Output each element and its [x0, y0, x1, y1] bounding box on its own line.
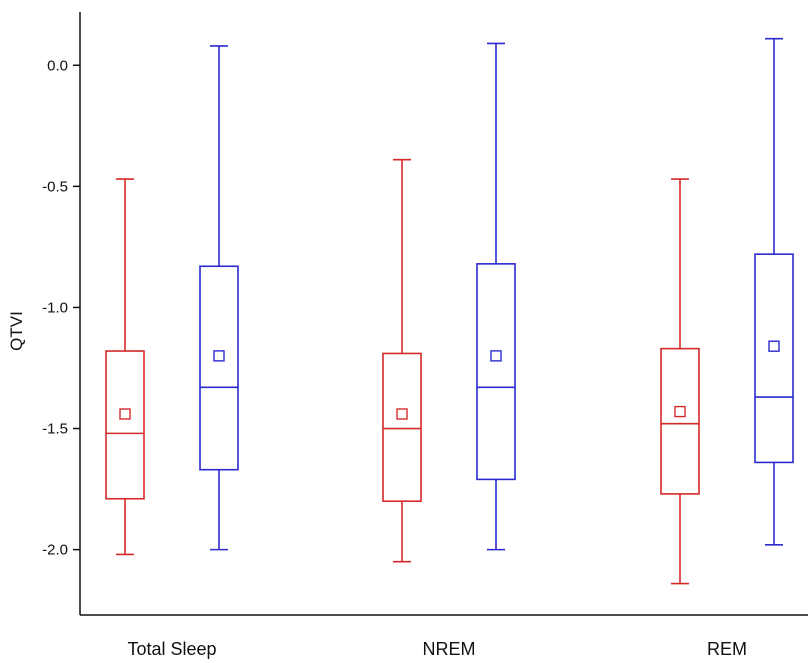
- y-tick-label: -0.5: [42, 178, 68, 195]
- box-plot-blue-2: [754, 37, 794, 546]
- box-plot-red-2: [660, 178, 700, 585]
- category-labels: Total Sleep NREM REM: [127, 639, 747, 659]
- y-tick-label: 0.0: [47, 57, 68, 74]
- box-iqr: [199, 265, 239, 471]
- y-axis-title: QTVI: [7, 311, 26, 351]
- box-plot-red-1: [382, 158, 422, 563]
- y-tick-label: -1.5: [42, 421, 68, 438]
- mean-marker: [674, 405, 686, 418]
- mean-marker: [213, 350, 225, 362]
- box-iqr: [660, 347, 700, 495]
- boxes: [105, 37, 794, 585]
- y-ticks: 0.0 -0.5 -1.0 -1.5 -2.0: [42, 57, 80, 559]
- category-label: REM: [707, 639, 747, 659]
- box-iqr: [382, 352, 422, 502]
- category-label: Total Sleep: [127, 639, 216, 659]
- box-plot-blue-0: [199, 45, 239, 551]
- mean-marker: [490, 350, 502, 362]
- mean-marker: [768, 340, 780, 352]
- axes: [79, 12, 808, 616]
- mean-marker: [396, 408, 408, 420]
- box-iqr: [476, 263, 516, 481]
- mean-marker: [119, 408, 131, 420]
- y-tick-label: -2.0: [42, 542, 68, 559]
- box-plot-red-0: [105, 178, 145, 556]
- y-tick-label: -1.0: [42, 299, 68, 316]
- box-plot-blue-1: [476, 42, 516, 551]
- category-label: NREM: [423, 639, 476, 659]
- box-iqr: [105, 350, 145, 500]
- box-iqr: [754, 253, 794, 464]
